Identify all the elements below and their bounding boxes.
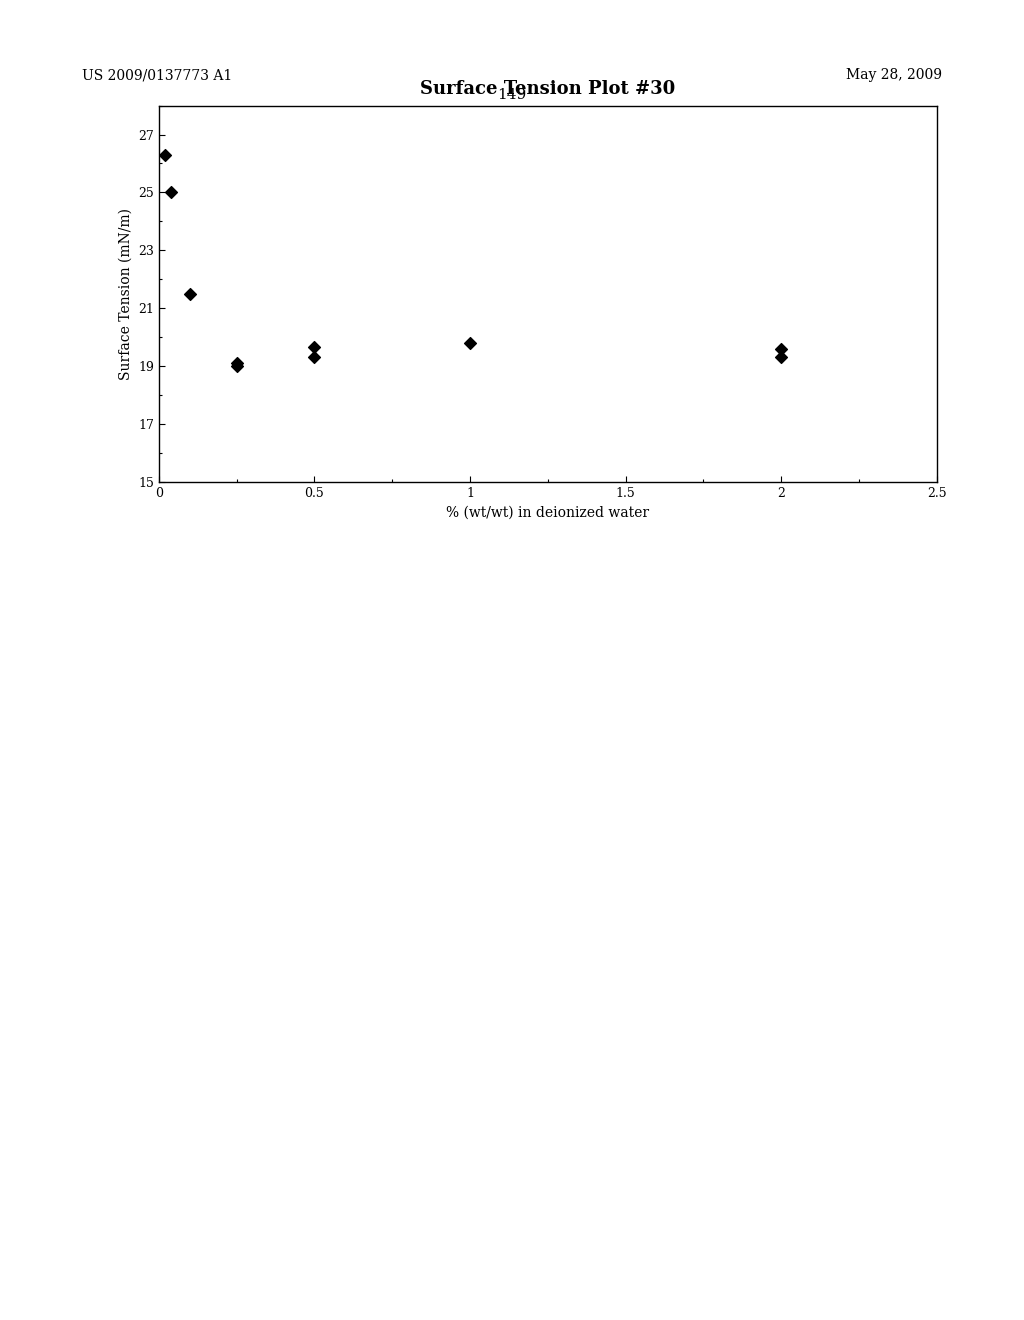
Point <box>163 182 179 203</box>
Point <box>773 347 790 368</box>
Text: US 2009/0137773 A1: US 2009/0137773 A1 <box>82 69 232 82</box>
Point <box>228 355 245 376</box>
Text: May 28, 2009: May 28, 2009 <box>846 69 942 82</box>
Point <box>181 284 198 305</box>
Y-axis label: Surface Tension (mN/m): Surface Tension (mN/m) <box>119 207 132 380</box>
Point <box>306 337 323 358</box>
Title: Surface Tension Plot #30: Surface Tension Plot #30 <box>420 81 676 99</box>
X-axis label: % (wt/wt) in deionized water: % (wt/wt) in deionized water <box>446 506 649 519</box>
Point <box>228 352 245 374</box>
Point <box>306 347 323 368</box>
Text: 149: 149 <box>498 88 526 102</box>
Point <box>462 333 478 354</box>
Point <box>157 144 173 165</box>
Point <box>773 338 790 359</box>
